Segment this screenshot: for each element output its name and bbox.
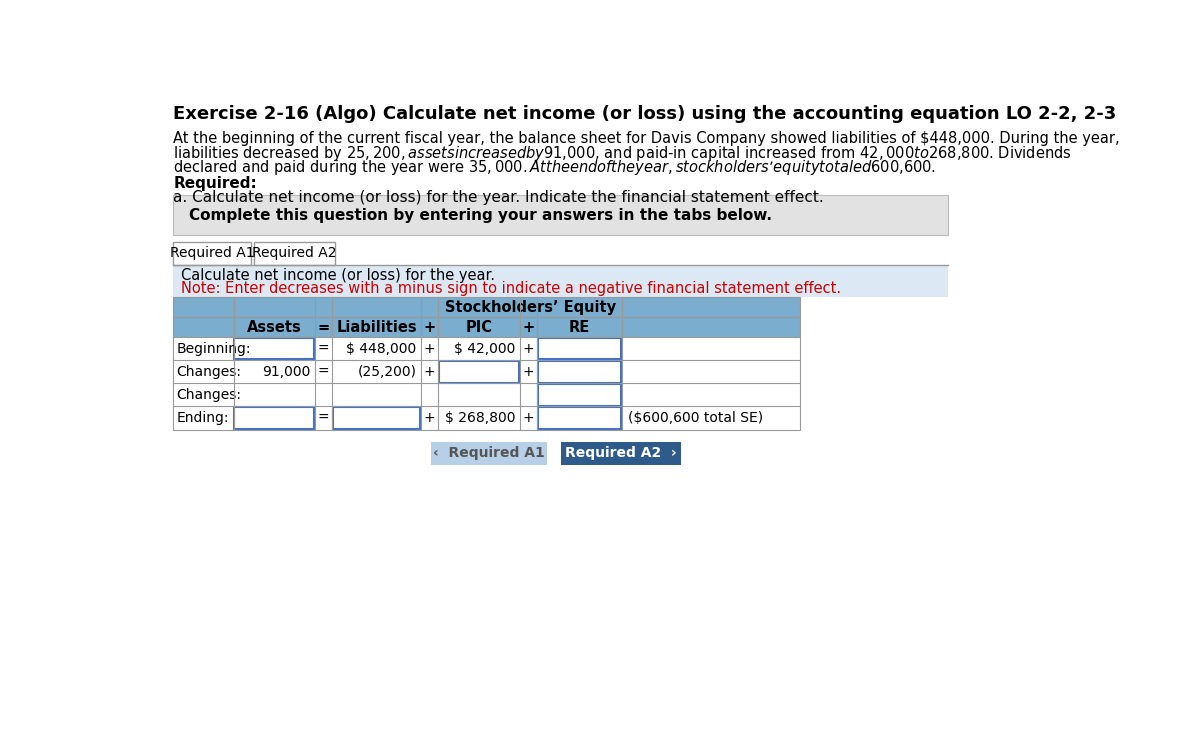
Text: RE: RE: [569, 320, 590, 335]
Bar: [234, 407, 314, 429]
Bar: [538, 407, 622, 429]
Text: =: =: [318, 342, 330, 355]
Text: Ending:: Ending:: [176, 411, 229, 425]
Text: +: +: [522, 342, 534, 355]
Bar: [173, 242, 251, 265]
Text: Required:: Required:: [173, 175, 257, 191]
Text: Note: Enter decreases with a minus sign to indicate a negative financial stateme: Note: Enter decreases with a minus sign …: [181, 281, 841, 296]
Text: (25,200): (25,200): [358, 365, 416, 379]
Bar: [254, 242, 335, 265]
Bar: [173, 196, 948, 235]
Text: liabilities decreased by $25,200, assets increased by $91,000, and paid-in capit: liabilities decreased by $25,200, assets…: [173, 144, 1072, 163]
Text: =: =: [318, 320, 330, 335]
Text: declared and paid during the year were $35,000. At the end of the year, stockhol: declared and paid during the year were $…: [173, 158, 936, 177]
Text: $ 42,000: $ 42,000: [454, 342, 515, 355]
Text: Assets: Assets: [247, 320, 301, 335]
Bar: [560, 442, 680, 465]
Text: Required A1: Required A1: [169, 246, 254, 260]
Text: +: +: [522, 320, 534, 335]
Bar: [234, 338, 314, 359]
Text: 91,000: 91,000: [262, 365, 311, 379]
Bar: [538, 384, 622, 406]
Text: $ 448,000: $ 448,000: [347, 342, 416, 355]
Text: Required A2  ›: Required A2 ›: [565, 446, 677, 460]
Bar: [538, 361, 622, 383]
Text: Required A2: Required A2: [252, 246, 337, 260]
Text: Liabilities: Liabilities: [336, 320, 418, 335]
Bar: [439, 361, 518, 383]
Text: Changes:: Changes:: [176, 365, 241, 379]
Text: Stockholders’ Equity: Stockholders’ Equity: [444, 299, 616, 314]
Text: a. Calculate net income (or loss) for the year. Indicate the financial statement: a. Calculate net income (or loss) for th…: [173, 191, 824, 205]
Bar: [173, 337, 800, 360]
Bar: [332, 407, 420, 429]
Text: =: =: [318, 411, 330, 425]
Bar: [538, 338, 622, 359]
Bar: [173, 297, 800, 429]
Text: +: +: [522, 365, 534, 379]
Text: +: +: [424, 320, 436, 335]
Bar: [173, 317, 800, 337]
Text: Changes:: Changes:: [176, 388, 241, 402]
Text: At the beginning of the current fiscal year, the balance sheet for Davis Company: At the beginning of the current fiscal y…: [173, 131, 1120, 146]
Text: Calculate net income (or loss) for the year.: Calculate net income (or loss) for the y…: [181, 268, 496, 283]
Bar: [431, 442, 547, 465]
Text: Exercise 2-16 (Algo) Calculate net income (or loss) using the accounting equatio: Exercise 2-16 (Algo) Calculate net incom…: [173, 105, 1116, 122]
Text: +: +: [424, 365, 436, 379]
Text: Beginning:: Beginning:: [176, 342, 251, 355]
Text: ($600,600 total SE): ($600,600 total SE): [628, 411, 763, 425]
Text: PIC: PIC: [466, 320, 492, 335]
Text: Complete this question by entering your answers in the tabs below.: Complete this question by entering your …: [188, 208, 772, 223]
Text: +: +: [522, 411, 534, 425]
Bar: [173, 297, 800, 317]
Text: $ 268,800: $ 268,800: [444, 411, 515, 425]
Bar: [173, 266, 948, 297]
Text: =: =: [318, 365, 330, 379]
Bar: [173, 360, 800, 383]
Text: +: +: [424, 411, 436, 425]
Text: ‹  Required A1: ‹ Required A1: [433, 446, 545, 460]
Bar: [173, 407, 800, 429]
Bar: [173, 383, 800, 407]
Text: +: +: [424, 342, 436, 355]
